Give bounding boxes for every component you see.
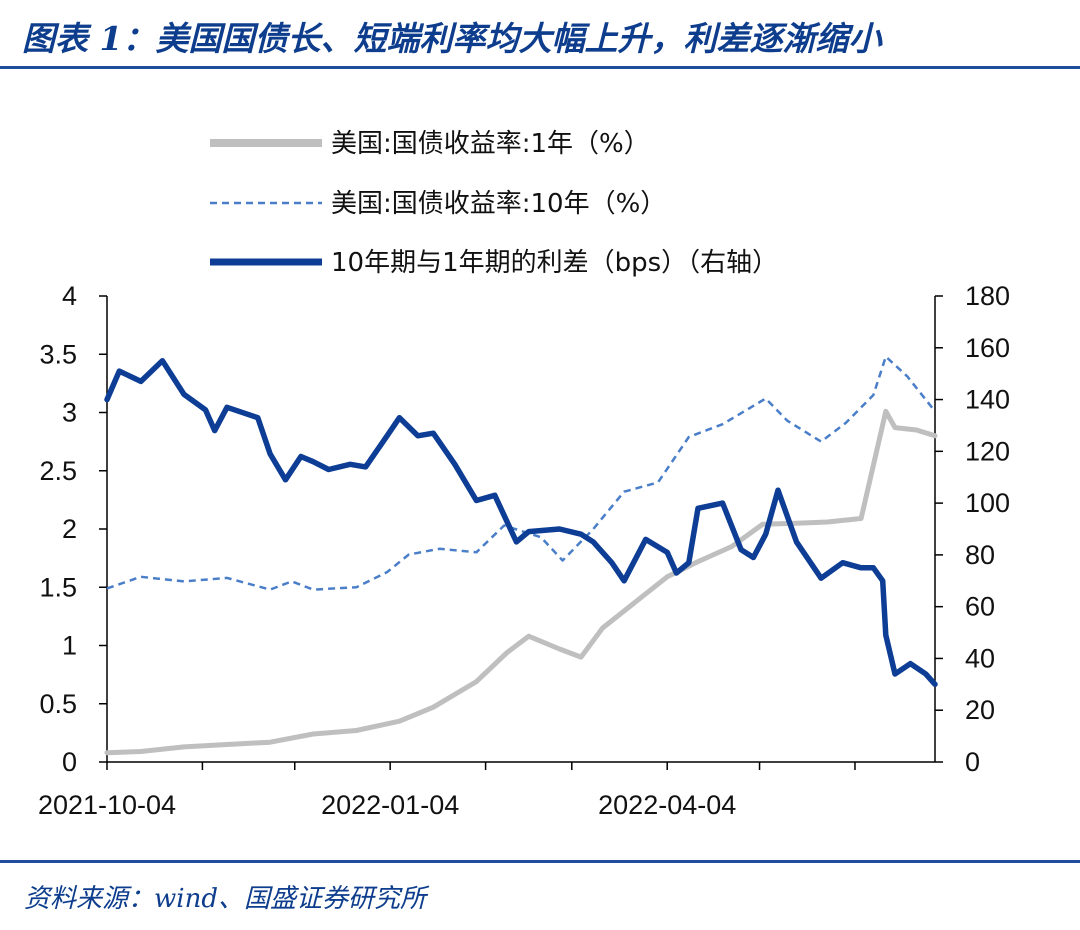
- x-tick-label: 2022-04-04: [598, 790, 736, 820]
- y-tick-label-left: 3: [62, 398, 77, 428]
- y-tick-label-left: 0.5: [39, 689, 77, 719]
- chart-legend: 美国:国债收益率:1年（%） 美国:国债收益率:10年（%） 10年期与1年期的利差…: [210, 129, 778, 278]
- chart-axes: 00.511.522.533.5402040608010012014016018…: [38, 281, 1010, 820]
- y-tick-label-left: 2.5: [39, 456, 77, 486]
- y-tick-label-right: 80: [965, 540, 995, 570]
- legend-label: 美国:国债收益率:1年（%）: [331, 129, 650, 159]
- y-tick-label-left: 2: [62, 514, 77, 544]
- footer-divider: [0, 860, 1080, 863]
- y-tick-label-right: 120: [965, 436, 1010, 466]
- y-tick-label-left: 0: [62, 747, 77, 777]
- y-tick-label-right: 180: [965, 281, 1010, 311]
- y-tick-label-right: 100: [965, 488, 1010, 518]
- y-tick-label-right: 0: [965, 747, 980, 777]
- legend-label: 10年期与1年期的利差（bps）（右轴）: [331, 248, 778, 278]
- series-line: [104, 357, 938, 688]
- y-tick-label-right: 140: [965, 385, 1010, 415]
- x-tick-label: 2021-10-04: [38, 790, 176, 820]
- y-tick-label-right: 60: [965, 592, 995, 622]
- series-line: [106, 355, 936, 591]
- y-tick-label-right: 20: [965, 695, 995, 725]
- legend-label: 美国:国债收益率:10年（%）: [331, 189, 666, 219]
- y-tick-label-right: 160: [965, 333, 1010, 363]
- series-line: [104, 408, 938, 756]
- x-tick-label: 2022-01-04: [321, 790, 459, 820]
- plot-area: [104, 355, 938, 756]
- figure-title: 图表 1：美国国债长、短端利率均大幅上升，利差逐渐缩小: [22, 19, 882, 58]
- source-note: 资料来源：wind、国盛证券研究所: [24, 884, 426, 914]
- y-tick-label-right: 40: [965, 643, 995, 673]
- y-tick-label-left: 1: [62, 631, 77, 661]
- y-tick-label-left: 3.5: [39, 339, 77, 369]
- line-chart: 美国:国债收益率:1年（%） 美国:国债收益率:10年（%） 10年期与1年期的利差…: [38, 129, 1010, 820]
- y-tick-label-left: 1.5: [39, 572, 77, 602]
- header-divider: [0, 66, 1080, 69]
- y-tick-label-left: 4: [62, 281, 77, 311]
